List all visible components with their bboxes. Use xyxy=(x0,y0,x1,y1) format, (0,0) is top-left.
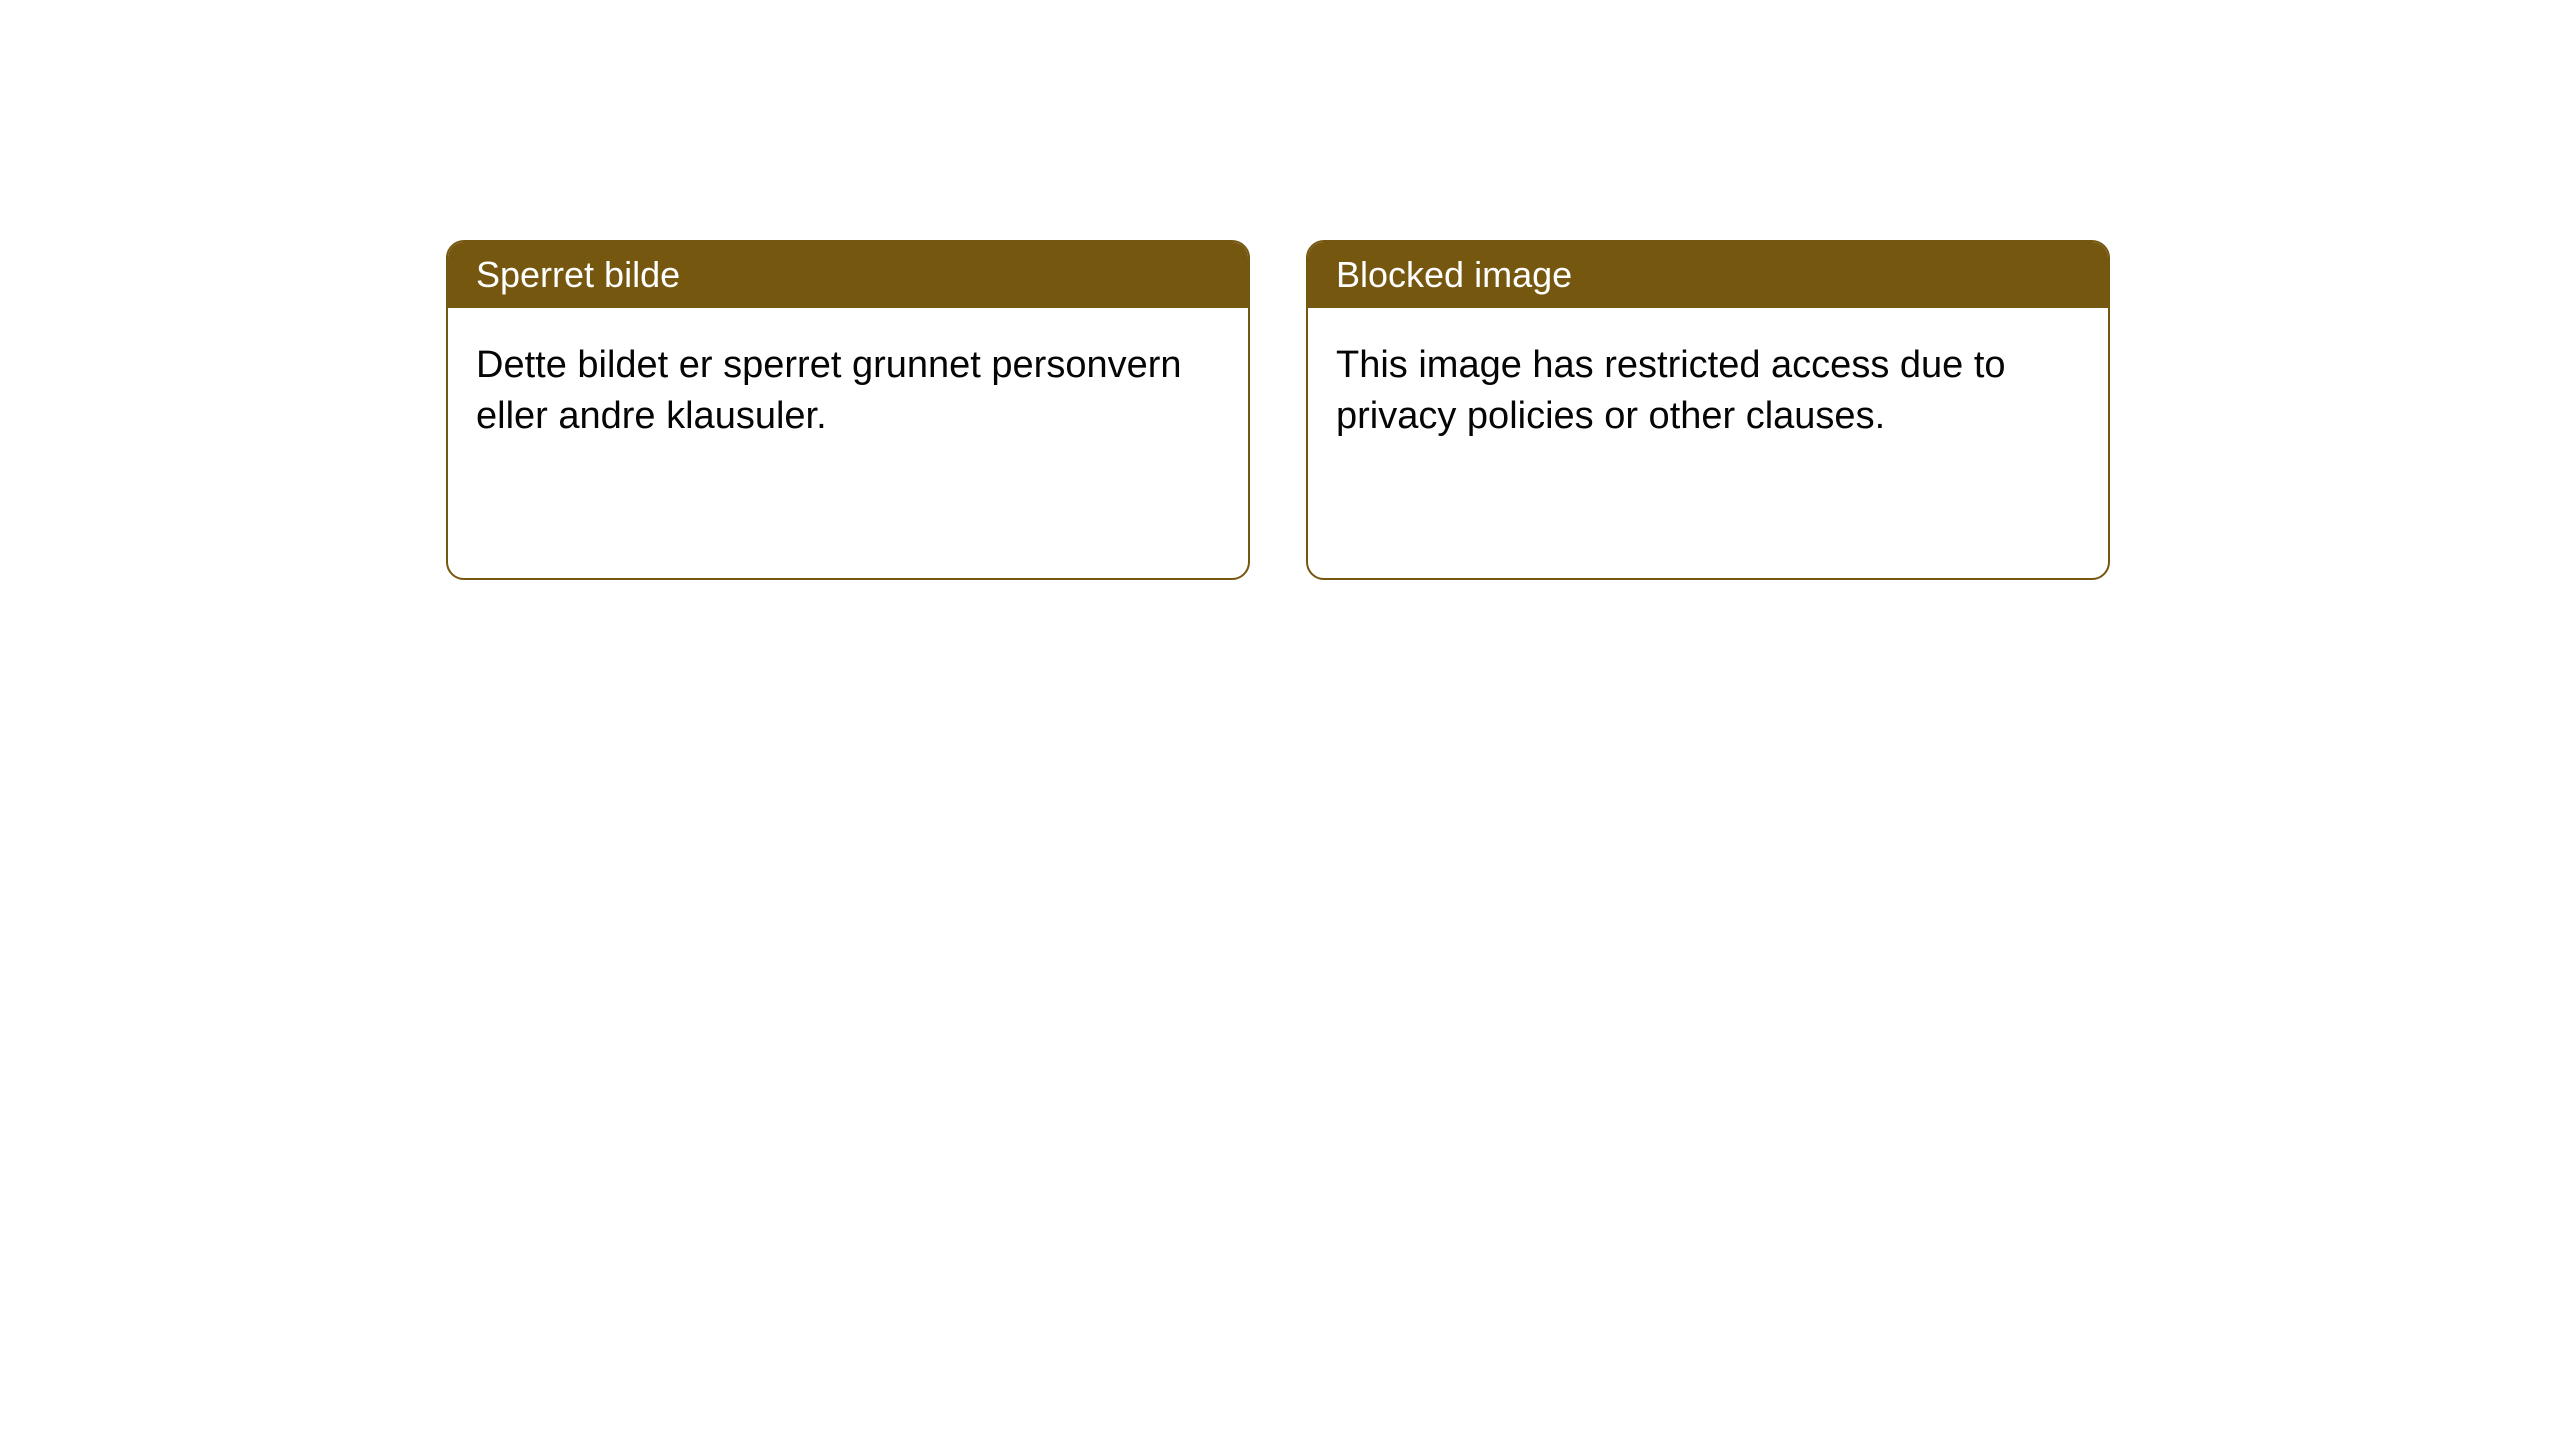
notice-card-body: This image has restricted access due to … xyxy=(1308,308,2108,578)
notice-card-title: Blocked image xyxy=(1308,242,2108,308)
notice-card-no: Sperret bilde Dette bildet er sperret gr… xyxy=(446,240,1250,580)
notice-card-title: Sperret bilde xyxy=(448,242,1248,308)
notice-card-body: Dette bildet er sperret grunnet personve… xyxy=(448,308,1248,578)
notice-cards-container: Sperret bilde Dette bildet er sperret gr… xyxy=(446,240,2110,580)
notice-card-en: Blocked image This image has restricted … xyxy=(1306,240,2110,580)
